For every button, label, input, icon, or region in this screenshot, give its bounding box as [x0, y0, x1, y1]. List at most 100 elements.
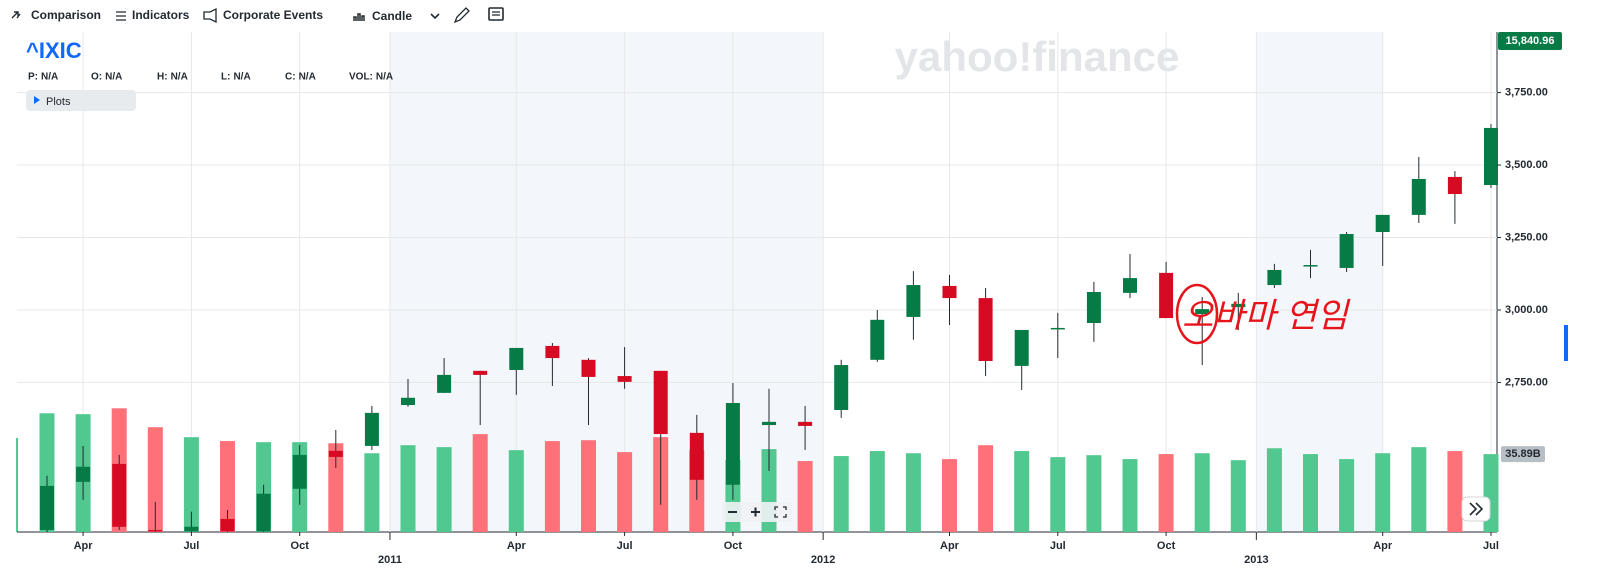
volume-bar — [328, 443, 344, 532]
annotation: 오바마 연임 — [1182, 297, 1351, 335]
fullscreen[interactable] — [774, 506, 787, 518]
volume-bar — [1014, 451, 1030, 532]
volume-bar — [942, 459, 957, 532]
candle-body — [1195, 309, 1210, 315]
chart-type-button[interactable]: Candle — [372, 9, 412, 23]
year-label: 2013 — [1244, 554, 1268, 566]
candle-body — [112, 463, 127, 527]
comparison-icon — [11, 11, 21, 19]
candle-body — [545, 345, 560, 359]
volume-bar — [472, 434, 488, 532]
candle-body — [1484, 127, 1498, 186]
zoom-in[interactable] — [751, 507, 760, 517]
candle-body — [76, 466, 91, 482]
volume-bar — [147, 427, 163, 532]
candle-body — [942, 285, 957, 299]
volume-bar — [617, 452, 633, 532]
plots-arrow — [34, 96, 40, 104]
x-tick-label: Jul — [1483, 540, 1499, 552]
symbol: ^IXIC — [26, 38, 82, 63]
volume-bar — [1194, 453, 1210, 532]
side-tab[interactable] — [1564, 325, 1568, 361]
y-tick-label: 2,750.00 — [1505, 376, 1548, 388]
indicators-button[interactable]: Indicators — [132, 8, 190, 22]
legend-value: N/A — [105, 72, 122, 83]
volume-bar — [1447, 451, 1463, 532]
plots-label: Plots — [46, 96, 71, 108]
volume-bar — [869, 451, 885, 532]
legend-value: N/A — [41, 72, 58, 83]
year-label: 2011 — [378, 554, 402, 566]
y-tick-label: 3,000.00 — [1505, 304, 1548, 316]
candle-body — [906, 285, 921, 317]
comparison-button[interactable]: Comparison — [31, 8, 101, 22]
volume-bar — [400, 445, 416, 532]
volume-bar — [436, 447, 452, 532]
candle-body — [1050, 327, 1065, 330]
volume-bar — [1339, 459, 1355, 532]
candle-body — [292, 454, 307, 489]
x-tick-label: Oct — [1157, 540, 1176, 552]
volume-bar — [1122, 459, 1138, 532]
table-icon-lines — [492, 11, 500, 16]
volume-bar — [1411, 447, 1427, 532]
candle-body — [1231, 303, 1246, 308]
candle-body — [509, 347, 524, 370]
volume-bar — [1266, 448, 1282, 532]
volume-bar — [1303, 454, 1318, 532]
dropdown-arrow[interactable] — [430, 13, 440, 20]
x-tick-label: Apr — [940, 540, 960, 552]
volume-bar — [220, 441, 235, 532]
volume-label-box — [1501, 446, 1545, 463]
volume-bar — [905, 453, 921, 532]
last-price: 15,840.96 — [1506, 35, 1555, 47]
table-icon[interactable] — [488, 7, 504, 21]
candle-body — [1123, 278, 1137, 293]
candle-body — [1411, 178, 1426, 215]
legend-label: VOL: — [349, 72, 373, 83]
x-axis: Apr Jul Oct Apr Jul Oct Apr Jul Oct Apr Jul 2011 201… — [74, 532, 1499, 566]
legend-label: O: — [91, 72, 102, 83]
candle-body — [40, 485, 54, 530]
candle-body — [1375, 214, 1390, 232]
candles — [40, 124, 1498, 532]
legend-label: P: — [28, 72, 38, 83]
candle-body — [834, 365, 849, 410]
candle-body — [870, 319, 885, 360]
toolbar: Comparison Indicators Corporate Events C… — [11, 7, 504, 24]
volume-bar — [364, 453, 380, 532]
candle-body — [364, 412, 379, 446]
corporate-events-button[interactable]: Corporate Events — [223, 8, 323, 22]
ohlc-legend: P: N/A O: N/A H: N/A L: N/A C: N/A VOL: N/A — [28, 72, 393, 83]
legend-label: L: — [221, 72, 230, 83]
plots-button[interactable] — [26, 90, 136, 111]
legend-label: C: — [285, 72, 296, 83]
volume-bar — [1086, 455, 1102, 532]
candle-body — [328, 450, 343, 457]
volume-bar — [183, 437, 199, 532]
legend-label: H: — [157, 72, 168, 83]
volume-bar — [833, 456, 849, 532]
legend-value: N/A — [233, 72, 250, 83]
legend-value: N/A — [171, 72, 188, 83]
x-tick-label: Oct — [724, 540, 743, 552]
volume-bar — [544, 441, 560, 532]
x-tick-label: Oct — [291, 540, 310, 552]
last-price-box — [1498, 32, 1562, 50]
events-icon — [203, 7, 217, 24]
candle-body — [220, 518, 235, 532]
candle-body — [256, 493, 271, 532]
candle-body — [1303, 265, 1318, 267]
candle-body — [184, 526, 199, 532]
volume-bar — [581, 440, 596, 532]
legend-value: N/A — [299, 72, 316, 83]
x-tick-label: Jul — [183, 540, 199, 552]
annotation-circle — [1175, 283, 1219, 345]
draw-icon[interactable] — [453, 7, 470, 24]
year-shade — [389, 32, 824, 532]
volume-bar — [797, 461, 813, 532]
x-tick-label: Apr — [507, 540, 527, 552]
y-tick-label: 3,250.00 — [1505, 231, 1548, 243]
indicators-icon — [116, 11, 126, 21]
